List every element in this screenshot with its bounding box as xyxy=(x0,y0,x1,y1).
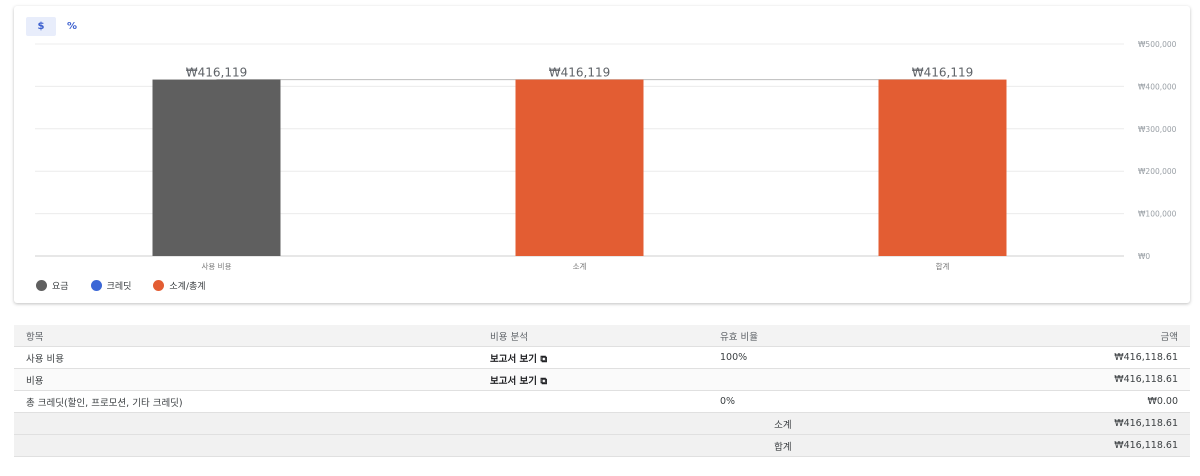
header-analysis: 비용 분석 xyxy=(478,325,708,347)
view-report-link[interactable]: 보고서 보기 ⧉ xyxy=(490,353,548,365)
cell-analysis xyxy=(478,390,708,413)
legend-item-credits[interactable]: 크레딧 xyxy=(90,279,132,292)
legend-dot xyxy=(36,280,47,291)
y-tick-label: ₩0 xyxy=(1138,252,1150,261)
percent-toggle-button[interactable]: % xyxy=(66,21,78,32)
table-row: 총 크레딧(할인, 프로모션, 기타 크레딧) 0% ₩0.00 xyxy=(14,390,1190,413)
cell-amount: ₩416,118.61 xyxy=(1087,346,1190,369)
legend-label: 요금 xyxy=(52,282,69,292)
cell-amount: ₩0.00 xyxy=(1087,390,1190,413)
cell-item: 총 크레딧(할인, 프로모션, 기타 크레딧) xyxy=(14,390,478,413)
table-row: 사용 비용 보고서 보기 ⧉ 100% ₩416,118.61 xyxy=(14,346,1190,369)
header-item: 항목 xyxy=(14,325,478,347)
table-row: 비용 보고서 보기 ⧉ ₩416,118.61 xyxy=(14,368,1190,391)
subtotal-row: 소계 ₩416,118.61 xyxy=(14,412,1190,435)
external-link-icon: ⧉ xyxy=(540,353,548,365)
total-label: 합계 xyxy=(708,434,1088,457)
y-tick-label: ₩300,000 xyxy=(1138,125,1177,134)
view-report-link[interactable]: 보고서 보기 ⧉ xyxy=(490,375,548,387)
external-link-icon: ⧉ xyxy=(540,375,548,387)
cell-item: 비용 xyxy=(14,368,478,391)
bar xyxy=(152,79,281,256)
subtotal-label: 소계 xyxy=(708,412,1088,435)
table-header: 항목 비용 분석 유효 비율 금액 xyxy=(14,325,1190,347)
header-amount: 금액 xyxy=(1087,325,1190,347)
legend-item-subtotal[interactable]: 소계/총계 xyxy=(153,279,206,292)
bar-chart: ₩0 ₩100,000 ₩200,000 ₩300,000 ₩400,000 ₩500,0… xyxy=(35,40,1177,271)
currency-toggle-button[interactable]: $ xyxy=(26,17,56,36)
x-tick-label: 사용 비용 xyxy=(202,262,232,271)
total-row: 합계 ₩416,118.61 xyxy=(14,434,1190,457)
total-amount: ₩416,118.61 xyxy=(1087,434,1190,457)
legend-label: 소계/총계 xyxy=(169,282,206,292)
cell-item: 사용 비용 xyxy=(14,346,478,369)
cell-rate xyxy=(708,368,1088,391)
legend-dot xyxy=(90,280,102,291)
data-label: ₩416,119 xyxy=(549,66,611,80)
x-tick-label: 합계 xyxy=(936,261,950,271)
header-rate: 유효 비율 xyxy=(708,325,1088,347)
cell-rate: 0% xyxy=(708,390,1088,413)
legend-dot xyxy=(153,280,165,291)
cell-analysis: 보고서 보기 ⧉ xyxy=(478,368,708,391)
bar xyxy=(515,79,644,256)
y-tick-label: ₩100,000 xyxy=(1138,210,1177,219)
x-tick-label: 소계 xyxy=(573,261,587,271)
chart-legend: 요금 크레딧 소계/총계 xyxy=(36,279,206,292)
subtotal-amount: ₩416,118.61 xyxy=(1087,412,1190,435)
cell-analysis: 보고서 보기 ⧉ xyxy=(478,346,708,369)
data-label: ₩416,119 xyxy=(186,66,248,80)
data-label: ₩416,119 xyxy=(912,66,974,80)
cell-rate: 100% xyxy=(708,346,1088,369)
y-tick-label: ₩200,000 xyxy=(1138,167,1177,176)
cost-table: 항목 비용 분석 유효 비율 금액 사용 비용 보고서 보기 ⧉ 100% ₩4… xyxy=(14,325,1190,457)
y-tick-label: ₩500,000 xyxy=(1138,40,1177,49)
legend-label: 크레딧 xyxy=(106,282,132,292)
chart-card: $ % ₩0 ₩100,000 ₩200,000 ₩300,000 ₩400,000 ₩5… xyxy=(14,6,1190,303)
legend-item-charges[interactable]: 요금 xyxy=(36,279,69,292)
y-tick-label: ₩400,000 xyxy=(1138,82,1177,91)
bar xyxy=(878,79,1007,256)
cell-amount: ₩416,118.61 xyxy=(1087,368,1190,391)
